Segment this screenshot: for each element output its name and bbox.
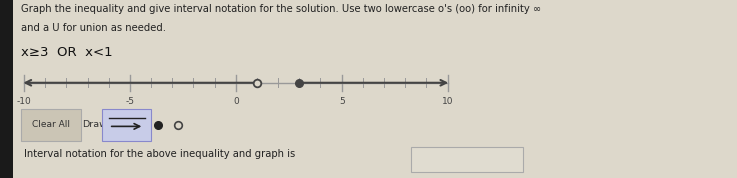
- Text: -5: -5: [125, 97, 134, 106]
- FancyBboxPatch shape: [102, 109, 152, 141]
- Text: Graph the inequality and give interval notation for the solution. Use two lowerc: Graph the inequality and give interval n…: [21, 4, 541, 14]
- Text: 0: 0: [233, 97, 239, 106]
- Text: 10: 10: [441, 97, 453, 106]
- FancyBboxPatch shape: [21, 109, 80, 141]
- FancyBboxPatch shape: [411, 147, 523, 172]
- Text: 5: 5: [339, 97, 344, 106]
- Text: Clear All: Clear All: [32, 120, 69, 129]
- Text: and a U for union as needed.: and a U for union as needed.: [21, 23, 166, 33]
- Text: Interval notation for the above inequality and graph is: Interval notation for the above inequali…: [24, 149, 296, 159]
- Text: x≥3  OR  x<1: x≥3 OR x<1: [21, 46, 112, 59]
- Text: Draw:: Draw:: [82, 120, 110, 129]
- Text: -10: -10: [17, 97, 32, 106]
